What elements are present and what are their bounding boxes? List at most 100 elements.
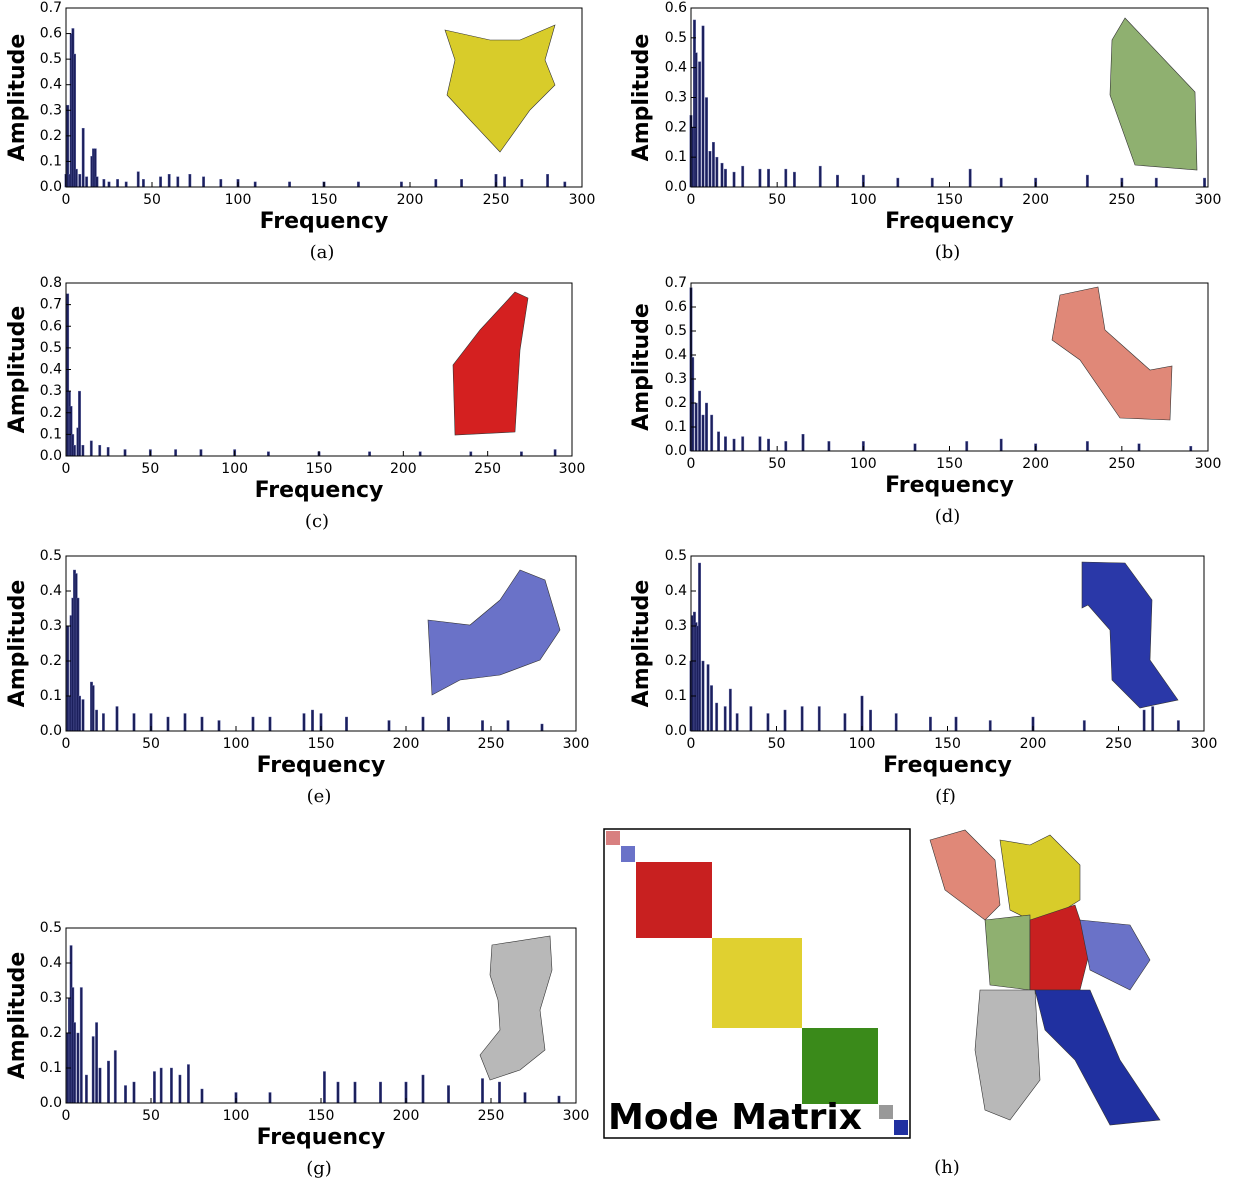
bar [254,182,256,187]
bar [785,169,787,187]
y-tick-label: 0.5 [40,51,62,67]
bar [78,696,80,731]
bar [546,174,548,187]
bar [721,163,723,187]
bar [114,1051,116,1104]
y-tick-label: 0.5 [40,340,62,356]
bar [705,98,707,188]
bar [698,62,700,187]
y-tick-label: 0.6 [665,299,687,315]
bar [73,54,75,187]
bar [252,717,254,731]
x-tick-label: 0 [687,456,696,472]
y-tick-label: 0.3 [665,90,687,106]
bar [966,441,968,451]
bar [168,174,170,187]
bar [75,169,77,187]
bar [167,717,169,731]
bar [303,714,305,732]
caption: (a) [310,242,335,263]
bar [695,53,697,187]
bar [1083,721,1085,732]
bar [705,403,707,451]
bar [1000,439,1002,451]
x-tick-label: 250 [1108,456,1135,472]
bar [767,169,769,187]
y-tick-label: 0.2 [665,395,687,411]
bar [716,157,718,187]
bar [80,988,82,1104]
bar [750,707,752,732]
y-tick-label: 0.1 [665,149,687,165]
bar [133,1082,135,1103]
x-tick-label: 150 [934,736,961,752]
chart: 0.00.10.20.30.40.5050100150200250300Freq… [5,548,589,807]
bar [1152,707,1154,732]
y-tick-label: 0.1 [40,426,62,442]
y-tick-label: 0.4 [665,583,687,599]
bar [400,182,402,187]
bar [818,707,820,732]
y-tick-label: 0.7 [40,0,62,16]
x-tick-label: 250 [1105,736,1132,752]
bar [784,710,786,731]
x-tick-label: 150 [308,736,335,752]
bar [345,717,347,731]
bar [1155,178,1157,187]
bar [323,1072,325,1104]
mesh-green [1110,18,1197,170]
bar [160,1068,162,1103]
y-tick-label: 0.0 [665,443,687,459]
bar [914,444,916,451]
matrix-label: Mode Matrix [608,1097,862,1138]
y-tick-label: 0.2 [40,128,62,144]
x-tick-label: 250 [1108,192,1135,208]
x-tick-label: 50 [768,736,786,752]
x-tick-label: 0 [62,461,71,477]
mesh-yellow [445,25,555,152]
bar [520,452,522,456]
x-axis-title: Frequency [883,753,1012,778]
x-tick-label: 0 [62,736,71,752]
bar [785,441,787,451]
x-tick-label: 200 [393,736,420,752]
caption: (g) [306,1158,332,1179]
x-tick-label: 150 [306,461,333,477]
bar [107,1061,109,1103]
x-tick-label: 150 [308,1108,335,1124]
bar [558,1096,560,1103]
bar [388,721,390,732]
block [621,846,635,862]
bar [1000,178,1002,187]
bar [736,714,738,732]
bar [733,172,735,187]
bar [1138,444,1140,451]
bar [107,447,109,456]
block [606,831,620,845]
caption: (d) [935,506,961,527]
bar [159,177,161,187]
x-tick-label: 100 [223,736,250,752]
x-tick-label: 150 [936,456,963,472]
bar [153,1072,155,1104]
bar [73,1023,75,1104]
bar [311,710,313,731]
x-tick-label: 200 [390,461,417,477]
y-tick-label: 0.6 [40,26,62,42]
y-tick-label: 0.3 [665,618,687,634]
y-tick-label: 0.1 [40,688,62,704]
bar [836,175,838,187]
bar [717,432,719,451]
bar [861,696,863,731]
bar [142,179,144,187]
bar [337,1082,339,1103]
x-tick-label: 300 [1195,456,1222,472]
y-tick-label: 0.6 [665,0,687,16]
x-axis-title: Frequency [260,209,389,234]
bar [99,1068,101,1103]
bar [220,179,222,187]
bar [710,686,712,732]
part [975,990,1040,1120]
y-tick-label: 0.7 [665,275,687,291]
y-axis-title: Amplitude [629,303,654,431]
